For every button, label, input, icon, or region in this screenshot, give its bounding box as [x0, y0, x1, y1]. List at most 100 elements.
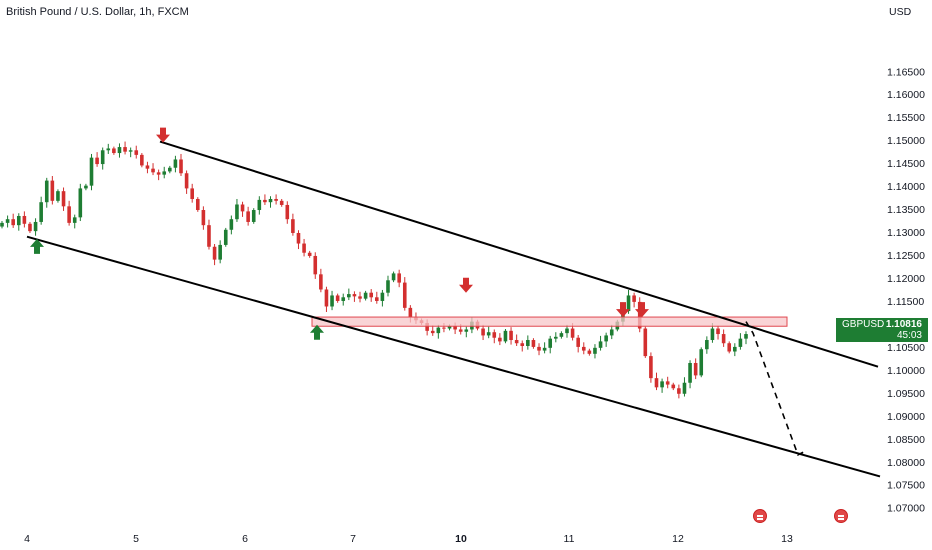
candle-body: [526, 340, 530, 346]
candle-body: [72, 217, 77, 223]
candle-body: [503, 330, 508, 342]
candle-body: [335, 295, 340, 301]
candle-body: [654, 378, 659, 388]
candle-body: [458, 329, 463, 332]
candle: [212, 244, 217, 266]
candle: [699, 347, 704, 378]
candle: [593, 344, 597, 359]
candle-body: [542, 347, 547, 351]
candle: [542, 342, 547, 354]
candle: [218, 240, 222, 264]
trendlines[interactable]: [26, 140, 881, 478]
candle: [643, 326, 648, 358]
candle: [291, 213, 295, 236]
candle-body: [649, 356, 653, 379]
candle: [688, 360, 692, 389]
candle-body: [207, 225, 211, 247]
candle-body: [240, 204, 245, 212]
candle-body: [481, 328, 485, 336]
candle-body: [671, 384, 676, 389]
candle: [335, 293, 340, 303]
candle-body: [44, 180, 49, 203]
candle-body: [330, 295, 334, 307]
candle-body: [128, 150, 133, 152]
candle-body: [162, 171, 167, 175]
candle: [324, 286, 329, 312]
y-tick-label: 1.15500: [887, 112, 925, 124]
candle-body: [246, 211, 250, 222]
candle: [173, 155, 178, 173]
candle-body: [151, 168, 155, 173]
candle: [285, 201, 290, 224]
candle: [352, 291, 357, 302]
candle-body: [386, 280, 390, 293]
candle: [430, 325, 435, 336]
candle-body: [263, 199, 267, 203]
candle: [151, 163, 155, 176]
price-axis: 1.16500 1.16000 1.15500 1.15000 1.14500 1.140…: [887, 66, 925, 514]
candle: [263, 194, 267, 205]
down-arrow-icon: [635, 302, 649, 318]
candle: [660, 378, 664, 393]
candle: [598, 335, 603, 351]
candle-body: [100, 150, 105, 165]
candle: [397, 269, 401, 288]
candle-body: [587, 350, 592, 354]
y-tick-label: 1.10500: [887, 342, 925, 354]
candle: [106, 143, 111, 154]
x-tick-label: 6: [242, 533, 248, 545]
resistance-zone[interactable]: [311, 316, 788, 327]
candle: [117, 143, 122, 158]
candle: [682, 377, 687, 397]
candle: [738, 333, 743, 350]
candle-body: [464, 329, 469, 332]
up-arrow-icon: [310, 324, 324, 340]
candle-body: [570, 328, 575, 338]
currency-label: USD: [889, 6, 912, 18]
candle-body: [16, 215, 21, 226]
calendar-event-icon[interactable]: [753, 509, 767, 523]
candle: [347, 288, 351, 301]
y-tick-label: 1.09000: [887, 411, 925, 423]
candle-body: [486, 332, 491, 336]
calendar-event-icon[interactable]: [834, 509, 848, 523]
y-tick-label: 1.08500: [887, 434, 925, 446]
y-tick-label: 1.13000: [887, 227, 925, 239]
chart-title: British Pound / U.S. Dollar, 1h, FXCM: [6, 6, 189, 18]
candle-body: [693, 362, 698, 376]
candle: [268, 196, 273, 208]
candle: [581, 342, 586, 355]
candle: [649, 352, 653, 383]
candle-body: [637, 301, 642, 329]
candle-body: [106, 148, 111, 151]
candle: [134, 145, 139, 159]
candle: [693, 358, 698, 380]
candle-body: [212, 246, 217, 260]
down-arrow-icon: [156, 127, 170, 143]
candle: [257, 196, 262, 215]
candle-body: [190, 188, 194, 199]
candle: [72, 214, 77, 229]
candle-body: [453, 326, 457, 330]
candle-body: [268, 198, 273, 203]
candle-body: [598, 341, 603, 348]
candle: [156, 169, 161, 181]
candle-body: [223, 229, 228, 245]
candle-body: [593, 347, 597, 354]
candle-body: [291, 219, 295, 233]
candle: [246, 206, 250, 226]
candle-body: [374, 297, 379, 301]
x-tick-label: 12: [672, 533, 684, 545]
candle-body: [313, 255, 318, 275]
candle: [33, 218, 38, 236]
candle: [554, 332, 558, 343]
badge-price: 1.10816: [885, 319, 922, 330]
candle-body: [531, 340, 536, 347]
candle-body: [229, 219, 234, 230]
time-axis: 4 5 6 7 10 11 12 13: [24, 533, 793, 545]
candle: [78, 183, 83, 222]
candle: [50, 176, 55, 205]
candle: [727, 341, 732, 354]
y-tick-label: 1.07000: [887, 503, 925, 515]
